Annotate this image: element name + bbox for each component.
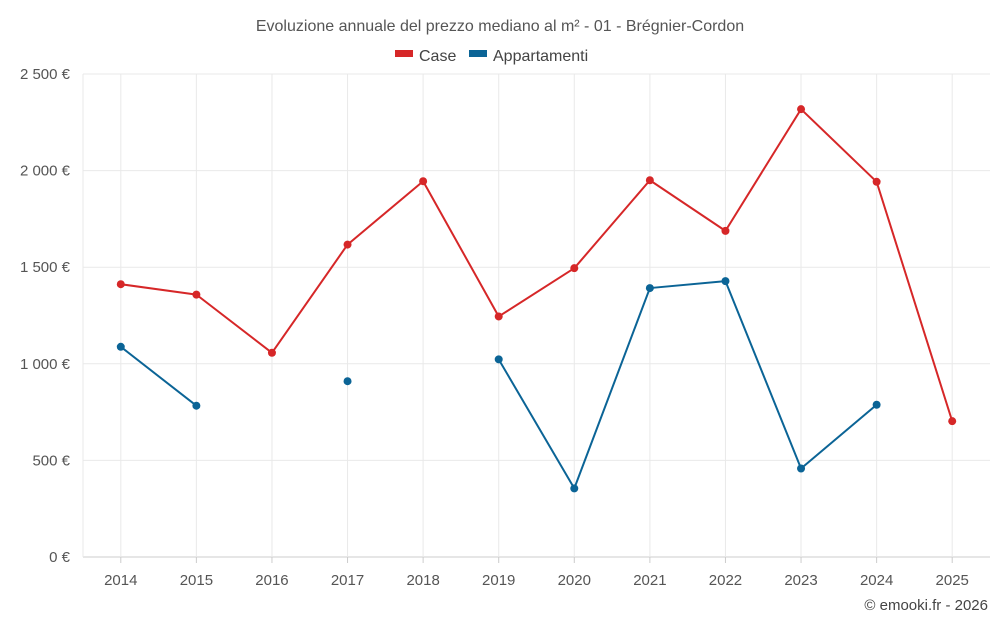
x-tick-label: 2017 xyxy=(331,572,364,589)
x-tick-label: 2019 xyxy=(482,572,515,589)
line-segment-case xyxy=(497,267,576,318)
line-segment-appartamenti xyxy=(573,287,651,490)
y-tick-label: 500 € xyxy=(32,452,70,469)
x-axis: 2014 2015 2016 2017 2018 2019 2020 2021 2022 2023… xyxy=(104,557,969,589)
line-segment-case xyxy=(346,180,425,246)
y-tick-label: 0 € xyxy=(49,549,71,566)
data-point-appartamenti-2015[interactable] xyxy=(192,401,201,410)
data-point-case-2016[interactable] xyxy=(267,348,276,357)
data-point-appartamenti-2019[interactable] xyxy=(494,355,503,364)
data-point-case-2015[interactable] xyxy=(192,290,201,299)
series-case xyxy=(116,105,957,426)
data-point-case-2024[interactable] xyxy=(872,177,881,186)
legend[interactable]: Case Appartamenti xyxy=(395,48,588,65)
line-segment-case xyxy=(800,108,878,183)
series-appartamenti xyxy=(116,277,881,493)
x-tick-label: 2023 xyxy=(784,572,817,589)
data-point-case-2022[interactable] xyxy=(721,226,730,235)
chart-title: Evoluzione annuale del prezzo mediano al… xyxy=(256,18,744,35)
data-point-case-2025[interactable] xyxy=(948,417,957,426)
line-segment-appartamenti xyxy=(497,358,576,490)
grid xyxy=(82,73,990,558)
data-point-appartamenti-2017[interactable] xyxy=(343,377,352,386)
y-tick-label: 1 500 € xyxy=(20,259,71,276)
line-segment-case xyxy=(648,179,727,232)
data-point-case-2019[interactable] xyxy=(494,312,503,321)
data-point-appartamenti-2024[interactable] xyxy=(872,400,881,409)
legend-swatch-appartamenti xyxy=(469,50,487,57)
x-tick-label: 2014 xyxy=(104,572,137,589)
data-point-case-2018[interactable] xyxy=(419,177,428,186)
x-tick-label: 2022 xyxy=(709,572,742,589)
y-tick-label: 1 000 € xyxy=(20,356,71,373)
line-segment-case xyxy=(422,180,500,318)
x-tick-label: 2018 xyxy=(406,572,439,589)
line-segment-case xyxy=(724,108,803,232)
data-point-case-2017[interactable] xyxy=(343,240,352,249)
line-segment-case xyxy=(573,179,651,270)
legend-label-case[interactable]: Case xyxy=(419,48,456,65)
legend-label-appartamenti[interactable]: Appartamenti xyxy=(493,48,588,65)
legend-swatch-case xyxy=(395,50,413,57)
x-tick-label: 2015 xyxy=(180,572,213,589)
line-segment-case xyxy=(270,243,349,354)
series xyxy=(116,105,957,493)
data-point-appartamenti-2023[interactable] xyxy=(797,464,806,473)
line-segment-appartamenti xyxy=(800,403,878,470)
line-segment-appartamenti xyxy=(119,345,198,407)
line-segment-appartamenti xyxy=(648,280,727,290)
data-point-case-2023[interactable] xyxy=(797,105,806,114)
x-tick-label: 2016 xyxy=(255,572,288,589)
x-tick-label: 2025 xyxy=(936,572,969,589)
data-point-case-2020[interactable] xyxy=(570,264,579,273)
data-point-case-2014[interactable] xyxy=(116,280,125,289)
data-point-appartamenti-2014[interactable] xyxy=(116,342,125,351)
x-tick-label: 2024 xyxy=(860,572,893,589)
credit-text: © emooki.fr - 2026 xyxy=(864,597,988,614)
line-segment-appartamenti xyxy=(724,280,803,470)
data-point-appartamenti-2021[interactable] xyxy=(645,284,654,293)
line-segment-case xyxy=(119,283,198,296)
data-point-case-2021[interactable] xyxy=(645,176,654,185)
y-tick-label: 2 000 € xyxy=(20,163,71,180)
line-segment-case xyxy=(875,180,954,423)
x-tick-label: 2021 xyxy=(633,572,666,589)
y-tick-label: 2 500 € xyxy=(20,66,71,83)
data-point-appartamenti-2020[interactable] xyxy=(570,484,579,493)
x-tick-label: 2020 xyxy=(558,572,591,589)
y-axis: 0 € 500 € 1 000 € 1 500 € 2 000 € 2 500 € xyxy=(20,66,71,566)
line-segment-case xyxy=(195,293,273,354)
data-point-appartamenti-2022[interactable] xyxy=(721,277,730,286)
